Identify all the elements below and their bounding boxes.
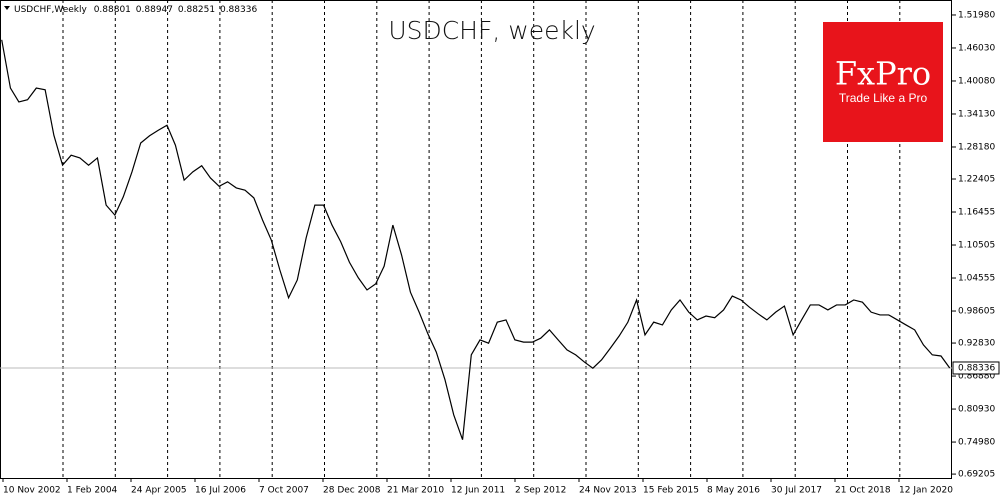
x-tick-label: 21 Oct 2018 (835, 486, 891, 496)
x-tick-label: 24 Apr 2005 (131, 486, 187, 496)
x-tick-label: 7 Oct 2007 (259, 486, 309, 496)
x-tick-label: 15 Feb 2015 (643, 486, 699, 496)
y-tick-label: 0.92830 (958, 339, 995, 349)
logo: FxPro Trade Like a Pro (823, 22, 943, 142)
x-tick-label: 12 Jun 2011 (451, 486, 505, 496)
x-tick-label: 8 May 2016 (707, 486, 760, 496)
x-tick-label: 12 Jan 2020 (899, 486, 953, 496)
y-tick-label: 1.16455 (958, 208, 995, 218)
plot-frame (0, 0, 952, 479)
x-tick-label: 28 Dec 2008 (323, 486, 381, 496)
y-tick-label: 1.28180 (958, 142, 995, 152)
y-tick-label: 1.51980 (958, 10, 995, 20)
last-price-box (952, 361, 1000, 375)
x-tick-label: 30 Jul 2017 (771, 486, 822, 496)
y-tick-label: 1.40080 (958, 76, 995, 86)
symbol: USDCHF,Weekly (14, 5, 87, 15)
y-tick-label: 1.46030 (958, 43, 995, 53)
close: 0.88336 (220, 5, 257, 15)
logo-tagline: Trade Like a Pro (839, 91, 928, 105)
chart-header: USDCHF,Weekly 0.88801 0.88947 0.88251 0.… (14, 5, 257, 15)
x-tick-label: 2 Sep 2012 (515, 486, 566, 496)
price-line (1, 39, 951, 440)
x-tick-label: 24 Nov 2013 (579, 486, 637, 496)
menu-arrow[interactable] (4, 6, 10, 10)
y-tick-label: 1.04555 (958, 274, 995, 284)
y-tick-label: 1.34130 (958, 109, 995, 119)
x-tick-label: 16 Jul 2006 (195, 486, 246, 496)
x-tick-label: 10 Nov 2002 (3, 486, 61, 496)
x-tick-label: 21 Mar 2010 (387, 486, 444, 496)
y-tick-label: 0.98605 (958, 307, 995, 317)
x-tick-label: 1 Feb 2004 (67, 486, 118, 496)
y-tick-label: 1.10505 (958, 241, 995, 251)
high: 0.88947 (136, 5, 173, 15)
y-tick-label: 0.86880 (958, 372, 995, 382)
low: 0.88251 (178, 5, 215, 15)
grid (62, 0, 901, 478)
y-tick-label: 0.80930 (958, 405, 995, 415)
y-tick-label: 0.69205 (958, 470, 995, 480)
last-price-label: 0.88336 (958, 363, 995, 373)
chart-title: USDCHF, weekly (388, 16, 595, 45)
logo-brand: FxPro (835, 55, 931, 93)
y-tick-label: 0.74980 (958, 438, 995, 448)
y-tick-label: 1.22405 (958, 175, 995, 185)
open: 0.88801 (94, 5, 131, 15)
logo-box (823, 22, 943, 142)
